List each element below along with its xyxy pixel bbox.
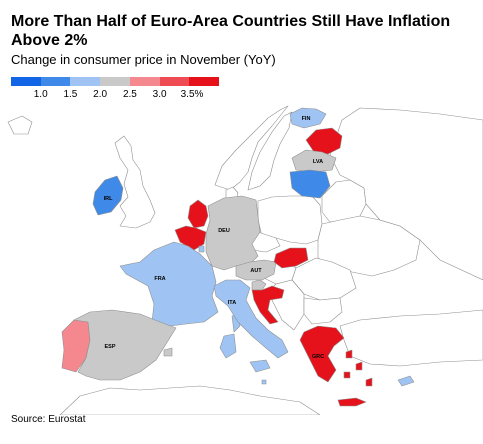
label-irl: IRL [104, 196, 114, 202]
legend-label-2: 1.5 [63, 89, 78, 100]
country-svn [251, 279, 267, 291]
country-grc [299, 325, 345, 383]
chart-subtitle: Change in consumer price in November (Yo… [11, 52, 276, 67]
legend-label-1: 1.0 [33, 89, 48, 100]
country-mlt [261, 379, 267, 385]
country-cyp [397, 375, 415, 387]
label-esp: ESP [104, 344, 115, 350]
country-bel [174, 225, 207, 251]
country-labels: IRL FIN LVA DEU FRA AUT ITA ESP GRC [104, 116, 325, 360]
non-euro-land [7, 105, 483, 415]
legend-label-3: 2.0 [93, 89, 108, 100]
country-grc-crete [337, 397, 367, 407]
country-ita-sardinia [219, 333, 237, 359]
label-deu: DEU [218, 228, 230, 234]
label-lva: LVA [313, 159, 323, 165]
country-lva [291, 149, 337, 173]
country-irl [92, 175, 124, 216]
country-aut [235, 259, 277, 281]
source-note: Source: Eurostat [11, 414, 86, 425]
country-fra [119, 241, 219, 327]
legend-swatch-4 [100, 77, 130, 86]
label-ita: ITA [228, 300, 236, 306]
country-nld [187, 199, 209, 229]
country-lux [198, 245, 205, 253]
country-fin [289, 107, 327, 129]
label-fin: FIN [302, 116, 311, 122]
country-ita [213, 279, 289, 359]
legend-swatch-7 [189, 77, 220, 86]
country-deu [205, 195, 261, 271]
country-ltu [289, 169, 331, 199]
legend-label-5: 3.0 [152, 89, 167, 100]
legend-swatch-3 [70, 77, 101, 86]
country-svk [273, 247, 309, 269]
label-grc: GRC [312, 354, 324, 360]
legend-label-4: 2.5 [122, 89, 137, 100]
legend-swatch-6 [159, 77, 190, 86]
legend-label-6: 3.5% [180, 89, 204, 100]
legend-swatch-5 [129, 77, 160, 86]
color-legend: 1.0 1.5 2.0 2.5 3.0 3.5% [11, 77, 220, 107]
europe-map: IRL FIN LVA DEU FRA AUT ITA ESP GRC [0, 105, 483, 415]
country-esp [73, 309, 177, 381]
country-grc-islands [343, 349, 373, 387]
legend-swatch-1 [11, 77, 41, 86]
legend-color-bar [11, 77, 220, 86]
legend-swatch-2 [40, 77, 71, 86]
label-fra: FRA [154, 276, 165, 282]
country-ita-sicily [249, 359, 271, 373]
label-aut: AUT [250, 268, 262, 274]
chart-title: More Than Half of Euro-Area Countries St… [11, 13, 451, 49]
country-esp-balearics [163, 347, 173, 357]
country-hrv [251, 285, 285, 325]
